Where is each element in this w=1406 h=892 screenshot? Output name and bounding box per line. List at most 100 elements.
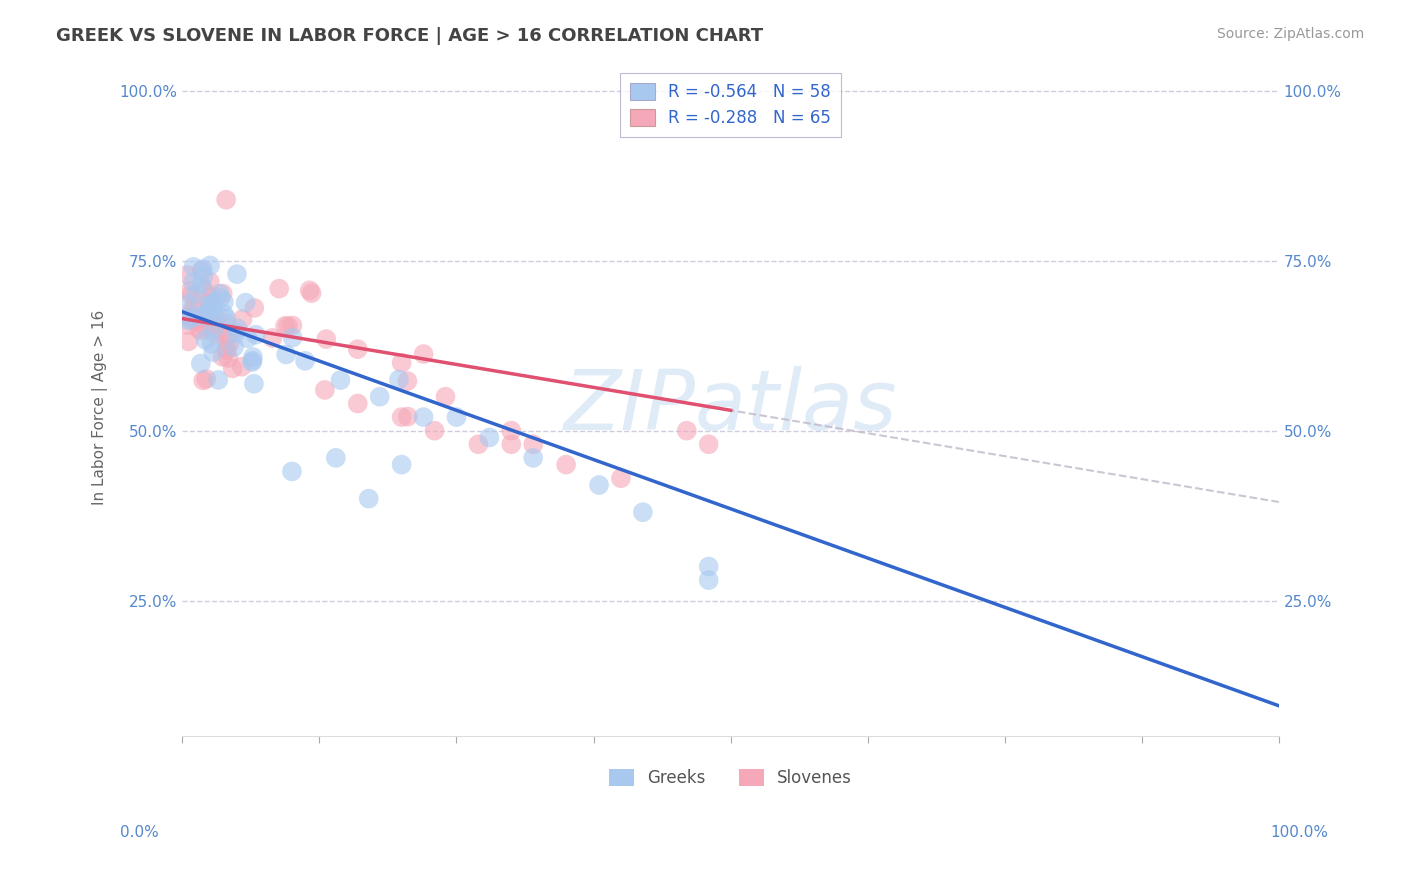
Text: GREEK VS SLOVENE IN LABOR FORCE | AGE > 16 CORRELATION CHART: GREEK VS SLOVENE IN LABOR FORCE | AGE > … xyxy=(56,27,763,45)
Point xyxy=(202,345,225,359)
Point xyxy=(281,330,304,344)
Point xyxy=(201,308,224,322)
Point xyxy=(281,318,304,333)
Point xyxy=(697,437,720,451)
Point xyxy=(242,353,264,368)
Point xyxy=(215,342,238,356)
Point xyxy=(177,318,200,333)
Point xyxy=(194,310,217,325)
Point xyxy=(211,286,233,301)
Point xyxy=(212,294,235,309)
Point xyxy=(193,308,215,322)
Point xyxy=(202,295,225,310)
Point xyxy=(186,312,208,326)
Point xyxy=(314,383,336,397)
Point xyxy=(217,351,239,365)
Point xyxy=(315,332,337,346)
Point xyxy=(478,430,501,444)
Point xyxy=(391,356,413,370)
Point xyxy=(298,283,321,297)
Point xyxy=(242,350,264,364)
Legend: Greeks, Slovenes: Greeks, Slovenes xyxy=(602,763,859,794)
Point xyxy=(329,373,352,387)
Point xyxy=(183,260,205,274)
Point xyxy=(423,424,446,438)
Point xyxy=(631,505,654,519)
Point xyxy=(211,327,233,342)
Point xyxy=(412,347,434,361)
Point xyxy=(243,376,266,391)
Point xyxy=(697,559,720,574)
Point xyxy=(187,321,209,335)
Text: 100.0%: 100.0% xyxy=(1271,825,1329,840)
Point xyxy=(225,326,247,340)
Point xyxy=(388,373,411,387)
Point xyxy=(446,410,468,425)
Point xyxy=(202,322,225,336)
Point xyxy=(200,290,222,304)
Point xyxy=(226,267,249,281)
Point xyxy=(177,311,200,326)
Point xyxy=(180,288,202,302)
Point xyxy=(245,327,267,342)
Point xyxy=(193,374,215,388)
Text: Source: ZipAtlas.com: Source: ZipAtlas.com xyxy=(1216,27,1364,41)
Point xyxy=(205,311,228,326)
Point xyxy=(357,491,380,506)
Point xyxy=(301,286,323,301)
Point xyxy=(467,437,489,451)
Point xyxy=(226,321,249,335)
Point xyxy=(201,336,224,351)
Point xyxy=(194,333,217,347)
Point xyxy=(186,310,208,324)
Point xyxy=(281,465,304,479)
Point xyxy=(198,295,221,310)
Point xyxy=(194,319,217,334)
Point xyxy=(221,361,243,376)
Text: 0.0%: 0.0% xyxy=(120,825,159,840)
Point xyxy=(177,310,200,324)
Point xyxy=(391,458,413,472)
Point xyxy=(204,326,226,341)
Point xyxy=(391,410,413,425)
Point xyxy=(240,355,263,369)
Point xyxy=(231,312,253,326)
Point xyxy=(396,409,419,424)
Point xyxy=(177,313,200,327)
Point xyxy=(193,269,215,284)
Point xyxy=(195,372,218,386)
Point xyxy=(211,350,233,364)
Point xyxy=(181,310,204,325)
Point xyxy=(325,450,347,465)
Point xyxy=(610,471,633,485)
Point xyxy=(201,301,224,316)
Point xyxy=(412,410,434,425)
Point xyxy=(190,263,212,277)
Point xyxy=(697,573,720,587)
Point xyxy=(201,297,224,311)
Point xyxy=(190,324,212,338)
Point xyxy=(217,328,239,343)
Point xyxy=(212,307,235,321)
Point xyxy=(208,286,231,301)
Point xyxy=(184,300,207,314)
Point xyxy=(181,301,204,316)
Point xyxy=(215,343,238,358)
Point xyxy=(274,347,297,361)
Point xyxy=(209,291,232,305)
Point xyxy=(207,373,229,387)
Point xyxy=(243,301,266,315)
Point xyxy=(179,284,201,298)
Point xyxy=(235,295,257,310)
Point xyxy=(368,390,391,404)
Point xyxy=(198,299,221,313)
Point xyxy=(218,336,240,351)
Point xyxy=(346,396,368,410)
Point xyxy=(190,357,212,371)
Point xyxy=(231,359,253,374)
Point xyxy=(262,331,284,345)
Y-axis label: In Labor Force | Age > 16: In Labor Force | Age > 16 xyxy=(93,310,108,505)
Point xyxy=(215,193,238,207)
Point xyxy=(193,283,215,297)
Point xyxy=(198,275,221,289)
